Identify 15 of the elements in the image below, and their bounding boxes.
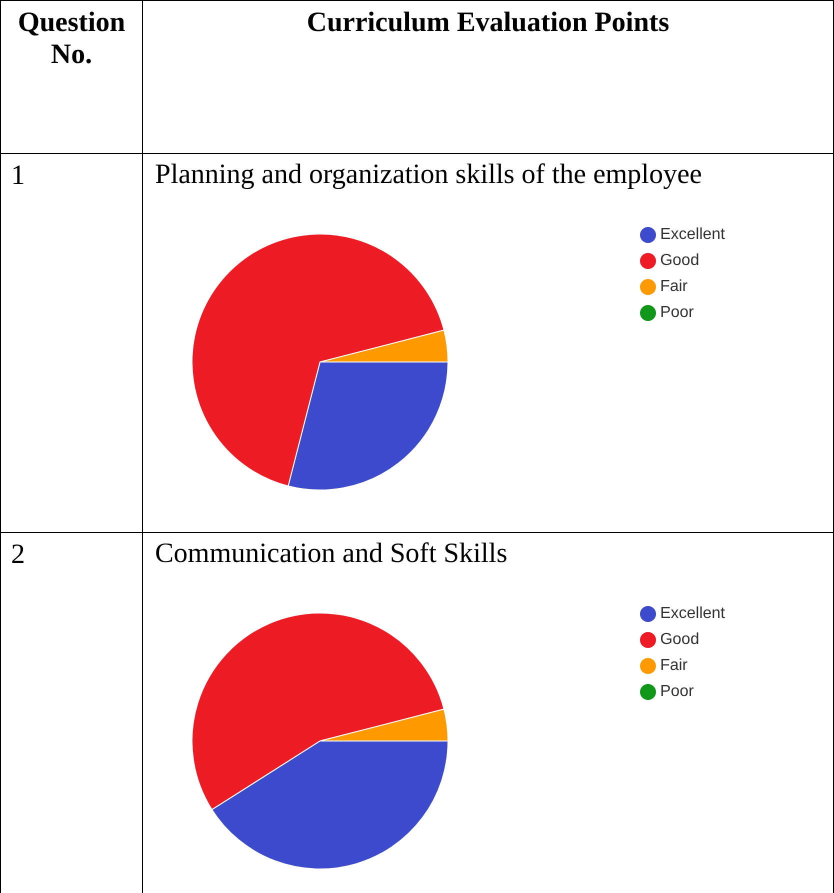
legend-label: Good xyxy=(660,631,700,648)
legend-label: Fair xyxy=(660,657,688,674)
text: 1 xyxy=(0,154,142,532)
legend-label: Good xyxy=(660,252,700,269)
chart-title: Communication and Soft Skills xyxy=(155,537,508,571)
legend-label: Poor xyxy=(660,304,694,321)
text: Curriculum Evaluation Points xyxy=(142,0,834,154)
legend-label: Poor xyxy=(660,683,694,700)
legend-label: Excellent xyxy=(660,605,725,622)
legend-label: Excellent xyxy=(660,226,725,243)
pie-slice xyxy=(192,234,444,486)
text: Question No. xyxy=(0,0,142,154)
text: 2 xyxy=(0,532,142,893)
legend-label: Fair xyxy=(660,278,688,295)
chart-title: Planning and organization skills of the employee xyxy=(155,158,703,192)
